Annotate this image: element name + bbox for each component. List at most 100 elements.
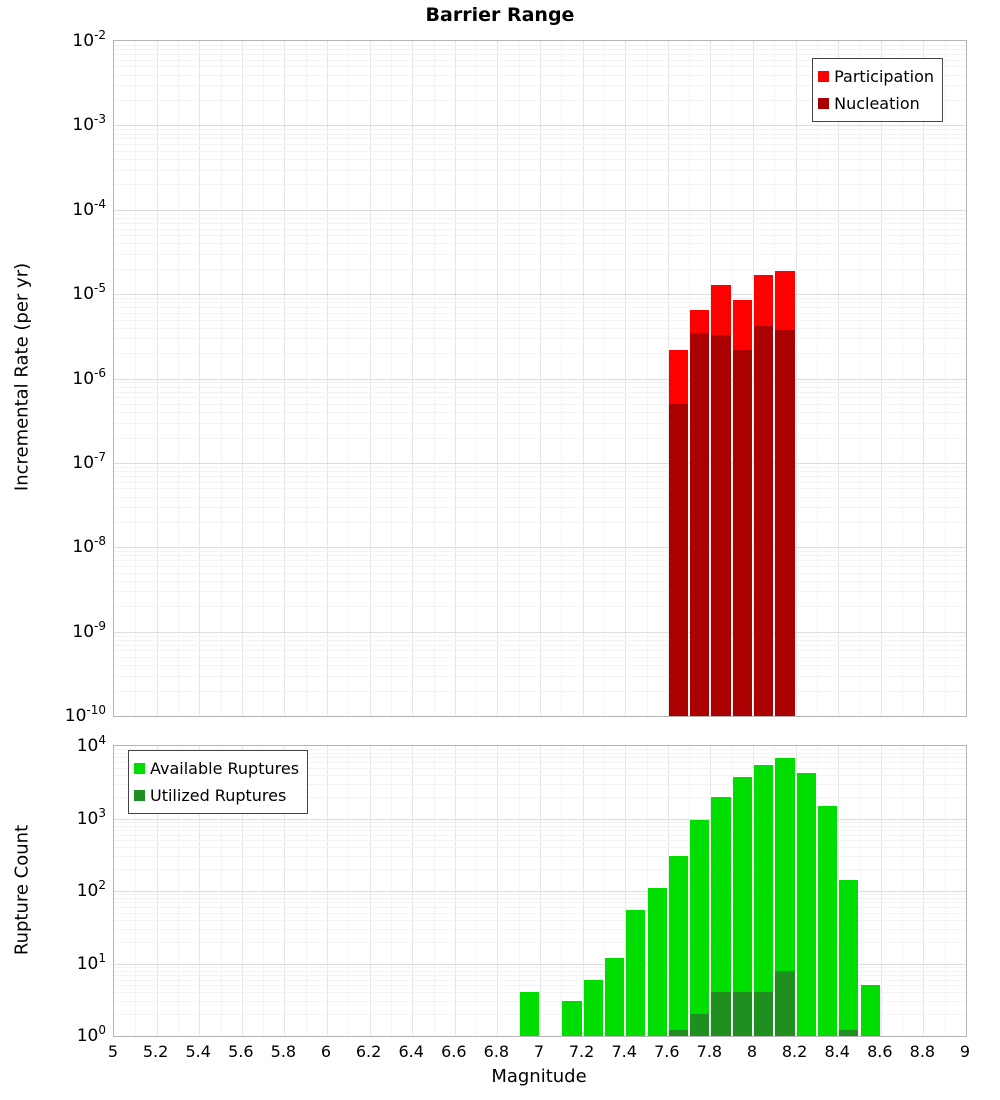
legend-item-available-ruptures: Available Ruptures	[134, 755, 299, 782]
x-axis-label: Magnitude	[491, 1066, 587, 1087]
x-tick-label: 8	[746, 1042, 758, 1061]
gridline-minor	[114, 133, 966, 135]
gridline-minor	[114, 437, 966, 439]
gridline-minor	[114, 840, 966, 842]
y-tick-base: 10	[72, 537, 95, 558]
y-tick-exponent: -10	[86, 703, 106, 717]
x-tick-label: 6	[320, 1042, 332, 1061]
gridline-minor	[114, 222, 966, 224]
available-ruptures-bar	[690, 820, 710, 1036]
y-tick-exponent: 4	[98, 733, 106, 747]
top-y-axis-label: Incremental Rate (per yr)	[11, 262, 33, 492]
y-tick-exponent: -3	[94, 112, 106, 127]
y-tick-base: 10	[64, 706, 87, 726]
available-ruptures-bar	[754, 764, 774, 1036]
legend-item-utilized-ruptures: Utilized Ruptures	[134, 782, 299, 809]
y-tick-label: 10-4	[72, 197, 106, 220]
gridline-minor	[114, 353, 966, 355]
gridline-minor	[114, 644, 966, 646]
gridline-minor	[114, 560, 966, 562]
gridline-minor	[114, 979, 966, 981]
available-ruptures-bar	[732, 777, 752, 1036]
gridline-minor	[114, 49, 966, 51]
gridline-minor	[114, 412, 966, 414]
legend-label-available-ruptures: Available Ruptures	[150, 759, 300, 778]
x-tick-label: 5.8	[270, 1042, 297, 1061]
available-ruptures-bar	[860, 985, 880, 1036]
gridline-minor	[114, 825, 966, 827]
gridline-minor	[114, 551, 966, 553]
y-tick-exponent: 0	[98, 1023, 106, 1037]
x-tick-label: 7	[533, 1042, 545, 1061]
gridline-minor	[114, 591, 966, 593]
gridline-minor	[114, 327, 966, 329]
y-tick-base: 10	[72, 284, 95, 305]
nucleation-bar	[711, 334, 731, 716]
gridline-minor	[114, 521, 966, 523]
gridline-minor	[114, 753, 966, 754]
legend-item-nucleation: Nucleation	[818, 90, 934, 117]
gridline-minor	[114, 496, 966, 498]
gridline-minor	[114, 481, 966, 483]
gridline-minor	[114, 403, 966, 405]
legend-label-utilized-ruptures: Utilized Ruptures	[150, 786, 287, 805]
utilized-ruptures-bar	[668, 1030, 689, 1036]
gridline-minor	[114, 150, 966, 152]
y-tick-label: 101	[77, 951, 106, 974]
gridline-minor	[114, 902, 966, 904]
y-tick-label: 10-3	[72, 112, 106, 135]
gridline-decade	[114, 209, 966, 211]
y-tick-exponent: 2	[98, 878, 106, 892]
gridline-minor	[114, 985, 966, 987]
x-tick-label: 6.4	[398, 1042, 424, 1061]
gridline-decade	[114, 963, 966, 965]
gridline-minor	[114, 675, 966, 677]
gridline-decade	[114, 818, 966, 820]
y-tick-base: 10	[76, 808, 99, 829]
gridline-minor	[114, 767, 966, 769]
y-tick-exponent: -7	[94, 449, 106, 464]
available-ruptures-bar	[711, 796, 731, 1036]
gridline-minor	[114, 690, 966, 692]
x-tick-label: 5	[107, 1042, 119, 1061]
gridline-minor	[114, 169, 966, 171]
x-tick-label: 9	[959, 1042, 971, 1061]
gridline-minor	[114, 391, 966, 393]
gridline-minor	[114, 298, 966, 299]
gridline-minor	[114, 397, 966, 399]
gridline-minor	[114, 555, 966, 557]
utilized-ruptures-bar	[690, 1014, 710, 1036]
x-tick-label: 6.6	[441, 1042, 467, 1061]
y-tick-label: 103	[77, 806, 106, 829]
y-tick-exponent: -5	[94, 281, 106, 296]
utilized-ruptures-bar	[754, 992, 774, 1036]
gridline-minor	[114, 100, 966, 101]
gridline-minor	[114, 253, 966, 255]
gridline-minor	[114, 749, 966, 751]
x-tick-label: 7.4	[611, 1042, 637, 1061]
gridline-minor	[114, 213, 966, 215]
gridline-minor	[114, 966, 966, 968]
chart-title: Barrier Range	[425, 4, 575, 26]
gridline-minor	[114, 144, 966, 146]
gridline-minor	[114, 856, 966, 858]
y-tick-base: 10	[72, 368, 95, 389]
gridline-decade	[114, 891, 966, 892]
bottom-legend: Available Ruptures Utilized Ruptures	[128, 750, 309, 814]
gridline-minor	[114, 1014, 966, 1016]
gridline-minor	[114, 268, 966, 270]
gridline-minor	[114, 970, 966, 972]
gridline-minor	[114, 580, 966, 582]
available-ruptures-bar	[583, 979, 603, 1036]
y-tick-exponent: -9	[94, 618, 106, 633]
top-legend: Participation Nucleation	[812, 58, 943, 122]
y-tick-base: 10	[76, 736, 99, 756]
gridline-minor	[114, 307, 966, 309]
gridline-minor	[114, 422, 966, 424]
gridline-minor	[114, 762, 966, 764]
gridline-minor	[114, 847, 966, 849]
gridline-minor	[114, 466, 966, 468]
x-tick-label: 7.8	[696, 1042, 723, 1061]
gridline-minor	[114, 572, 966, 574]
